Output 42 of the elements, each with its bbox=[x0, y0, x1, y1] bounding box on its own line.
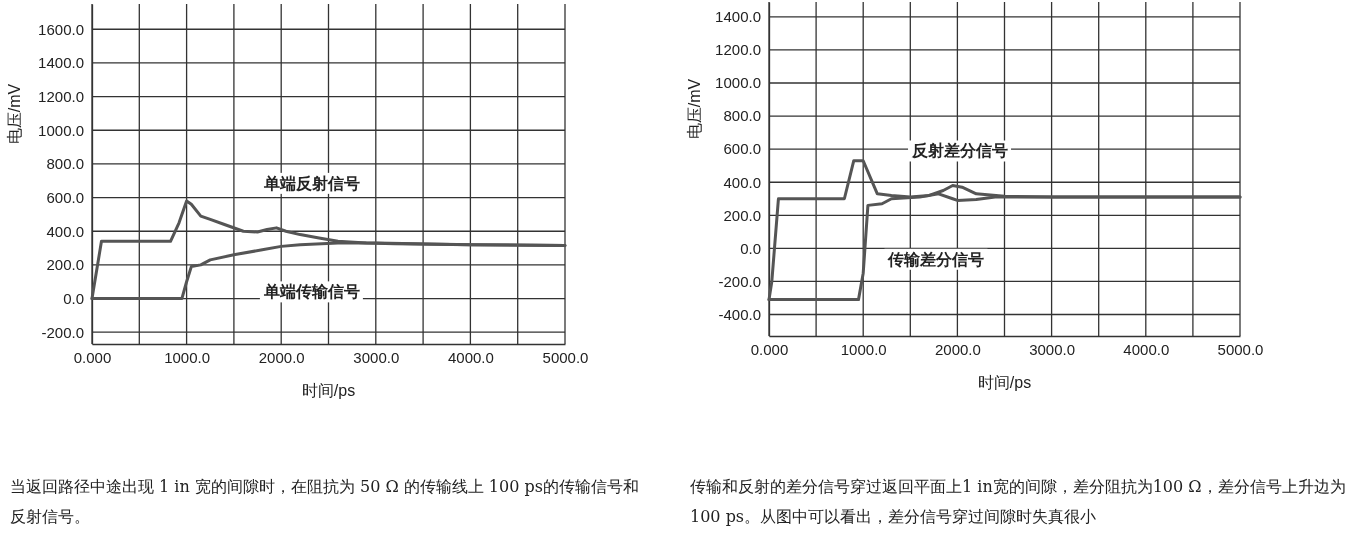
y-tick-label: 1200.0 bbox=[715, 41, 761, 59]
y-tick-label: 0.0 bbox=[63, 289, 84, 307]
text: 传输和反射的差分信号穿过返回平面上1 in宽的间隙，差分阻抗为100 Ω，差分信号上升边为100 ps。从图中可以看出，差分信号穿过间隙时失真很小 bbox=[690, 476, 1347, 528]
x-tick-label: 2000.0 bbox=[934, 340, 981, 358]
y-tick-label: 1600.0 bbox=[38, 20, 84, 38]
text: 反射差分信号 bbox=[911, 142, 1009, 160]
y-tick-label: 200.0 bbox=[46, 256, 84, 274]
x-tick-label: 0.000 bbox=[750, 340, 789, 358]
x-tick-label: 3000.0 bbox=[1029, 340, 1076, 358]
y-tick-label: 600.0 bbox=[46, 188, 84, 206]
x-tick-label: 1000.0 bbox=[840, 340, 887, 358]
y-tick-label: 1400.0 bbox=[38, 54, 84, 72]
y-tick-label: 0.0 bbox=[740, 239, 761, 257]
y-axis-title: 电压/mV bbox=[686, 78, 703, 140]
text: 当返回路径中途出现 1 in 宽的间隙时，在阻抗为 50 Ω 的传输线上 100 ps的传输信号和反射信号。 bbox=[10, 476, 640, 528]
text: 单端传输信号 bbox=[262, 283, 360, 301]
x-axis-title: 时间/ps bbox=[977, 374, 1032, 391]
series-label: 传输差分信号 bbox=[887, 250, 985, 268]
x-tick-label: 2000.0 bbox=[258, 348, 305, 366]
y-tick-label: 1000.0 bbox=[38, 121, 84, 139]
x-tick-label: 3000.0 bbox=[353, 348, 400, 366]
x-axis-title: 时间/ps bbox=[301, 382, 356, 399]
y-axis-title: 电压/mV bbox=[6, 83, 23, 145]
y-tick-label: 400.0 bbox=[723, 173, 761, 191]
y-tick-label: 1400.0 bbox=[715, 8, 761, 26]
y-tick-label: -200.0 bbox=[718, 272, 761, 290]
x-tick-label: 4000.0 bbox=[447, 348, 494, 366]
y-tick-label: 1200.0 bbox=[38, 87, 84, 105]
x-tick-label: 5000.0 bbox=[542, 348, 589, 366]
y-tick-label: -200.0 bbox=[41, 323, 84, 341]
y-tick-label: 800.0 bbox=[723, 107, 761, 125]
y-tick-label: 800.0 bbox=[46, 155, 84, 173]
y-tick-label: -400.0 bbox=[718, 305, 761, 323]
x-tick-label: 5000.0 bbox=[1217, 340, 1264, 358]
x-tick-label: 0.000 bbox=[73, 348, 112, 366]
y-tick-label: 600.0 bbox=[723, 140, 761, 158]
y-tick-label: 400.0 bbox=[46, 222, 84, 240]
x-tick-label: 4000.0 bbox=[1123, 340, 1170, 358]
x-tick-label: 1000.0 bbox=[164, 348, 211, 366]
text: 单端反射信号 bbox=[262, 174, 360, 192]
y-tick-label: 1000.0 bbox=[715, 74, 761, 92]
y-tick-label: 200.0 bbox=[723, 206, 761, 224]
